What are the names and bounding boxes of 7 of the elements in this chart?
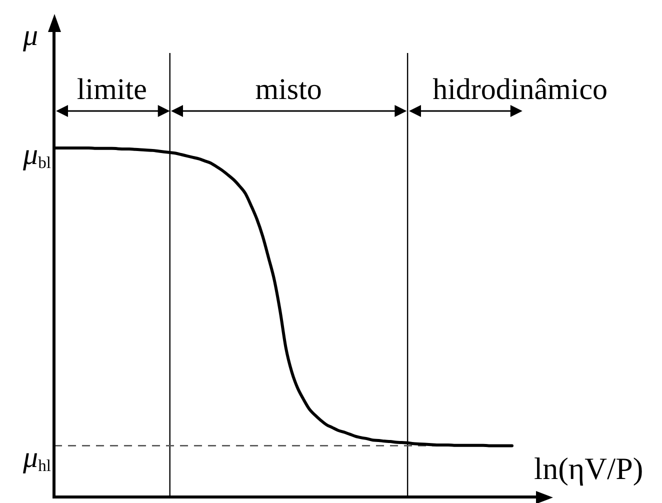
text: limite xyxy=(76,73,147,106)
text: μ$_{bl}$ xyxy=(23,138,51,172)
ref-line-label: μ$_{hl}$ xyxy=(23,440,51,475)
y-axis-title: μ xyxy=(23,19,38,52)
text: misto xyxy=(255,73,322,106)
x-axis-title: ln(ηV/P) xyxy=(534,450,644,486)
text: hidrodinâmico xyxy=(432,73,608,106)
